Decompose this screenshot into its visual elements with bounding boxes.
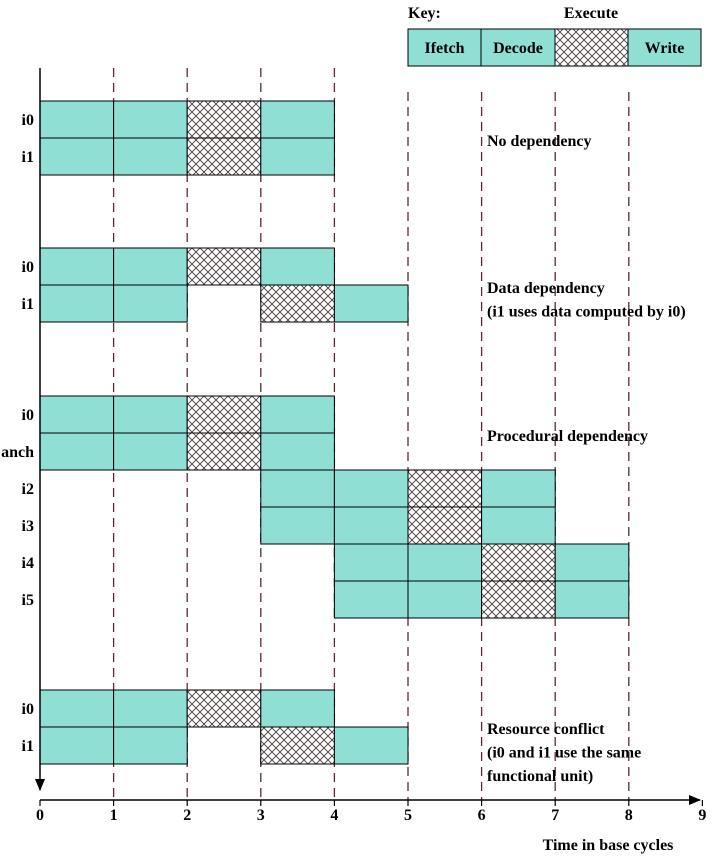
stage-ifetch [39, 284, 115, 323]
stage-ifetch [39, 395, 115, 434]
stage-execute [186, 432, 262, 471]
x-tick-label-2: 2 [183, 807, 191, 824]
stage-ifetch [260, 469, 335, 508]
group-data-dependency: i0 i1 Data dependency (i1 uses data compute… [22, 247, 686, 323]
key-boxes: Ifetch Decode Write [407, 28, 702, 67]
x-tick-label-5: 5 [404, 807, 412, 824]
stage-execute [407, 506, 483, 545]
instruction-label-i0: i0 [22, 407, 34, 424]
stage-write [260, 137, 335, 176]
key-write-label: Write [645, 40, 685, 57]
x-tick-label-0: 0 [36, 807, 44, 824]
stage-decode [113, 137, 188, 176]
caption-resource-conflict-1: (i0 and i1 use the same [487, 745, 641, 762]
instruction-label-i0: i0 [22, 112, 34, 129]
x-axis-title: Time in base cycles [543, 837, 674, 854]
instruction-label-i0: i0 [22, 701, 34, 718]
stage-execute [407, 469, 483, 508]
caption-resource-conflict-2: functional unit) [487, 768, 593, 785]
caption-procedural-dependency-0: Procedural dependency [487, 428, 648, 445]
caption-resource-conflict-0: Resource conflict [487, 721, 605, 738]
stage-decode [407, 580, 483, 619]
stage-write [333, 726, 409, 765]
stage-execute [260, 726, 335, 765]
caption-data-dependency-1: (i1 uses data computed by i0) [487, 304, 686, 321]
stage-write [554, 543, 630, 582]
stage-write [260, 432, 335, 471]
stage-ifetch [39, 100, 115, 139]
pipeline-groups: i0 i1 No dependency i0 i1 Data dependency (i1 … [1, 100, 686, 785]
instruction-label-i1: i1 [22, 149, 34, 166]
stage-write [260, 395, 335, 434]
stage-execute [186, 137, 262, 176]
stage-decode [113, 689, 188, 728]
group-no-dependency: i0 i1 No dependency [22, 100, 591, 176]
stage-write [554, 580, 630, 619]
x-tick-label-7: 7 [551, 807, 559, 824]
caption-no-dependency-0: No dependency [487, 133, 591, 150]
stage-decode [407, 543, 483, 582]
instruction-label-i3: i3 [22, 518, 34, 535]
x-tick-label-3: 3 [257, 807, 265, 824]
key: Key: Execute Ifetch Decode Write [407, 5, 702, 67]
key-title: Key: [408, 5, 441, 22]
stage-decode [113, 432, 188, 471]
key-execute-box [554, 28, 629, 67]
stage-write [481, 506, 556, 545]
stage-write [260, 689, 335, 728]
axes: 0 1 2 3 4 5 6 7 8 9 Time in base cycles [35, 68, 706, 854]
stage-decode [113, 726, 188, 765]
instruction-label-i1: i1 [22, 738, 34, 755]
instruction-label-i4: i4 [22, 555, 34, 572]
stage-decode [113, 284, 188, 323]
stage-ifetch [39, 726, 115, 765]
stage-execute [186, 247, 262, 286]
key-execute-label: Execute [564, 5, 618, 22]
stage-decode [113, 395, 188, 434]
caption-data-dependency-0: Data dependency [487, 280, 605, 297]
stage-ifetch [39, 247, 115, 286]
instruction-label-i2: i2 [22, 481, 34, 498]
instruction-label-i5: i5 [22, 592, 34, 609]
stage-ifetch [39, 432, 115, 471]
stage-write [260, 100, 335, 139]
key-ifetch-box [407, 28, 482, 67]
stage-execute [186, 395, 262, 434]
stage-ifetch [260, 506, 335, 545]
key-ifetch-label: Ifetch [425, 40, 465, 57]
stage-decode [333, 506, 409, 545]
stage-write [333, 284, 409, 323]
stage-execute [481, 543, 556, 582]
stage-execute [186, 100, 262, 139]
stage-decode [113, 247, 188, 286]
group-resource-conflict: i0 i1 Resource conflict (i0 and i1 use the … [22, 689, 641, 785]
group-procedural-dependency: i0 anch i2 i3 i4 i5 Procedural dependency [1, 395, 648, 619]
stage-ifetch [333, 543, 409, 582]
stage-execute [481, 580, 556, 619]
x-tick-label-6: 6 [478, 807, 486, 824]
stage-ifetch [39, 137, 115, 176]
key-write-box [627, 28, 702, 67]
x-tick-label-9: 9 [698, 807, 706, 824]
x-tick-label-1: 1 [110, 807, 118, 824]
stage-execute [260, 284, 335, 323]
stage-execute [186, 689, 262, 728]
x-tick-label-8: 8 [625, 807, 633, 824]
x-axis-ticks: 0 1 2 3 4 5 6 7 8 9 [36, 800, 706, 824]
key-decode-label: Decode [493, 40, 543, 57]
instruction-label-i0: i0 [22, 259, 34, 276]
stage-decode [113, 100, 188, 139]
instruction-label-i1: i1 [22, 296, 34, 313]
x-tick-label-4: 4 [330, 807, 338, 824]
stage-ifetch [333, 580, 409, 619]
instruction-label-anch: anch [1, 444, 34, 461]
stage-write [260, 247, 335, 286]
stage-ifetch [39, 689, 115, 728]
stage-write [481, 469, 556, 508]
key-decode-box [480, 28, 556, 67]
stage-decode [333, 469, 409, 508]
